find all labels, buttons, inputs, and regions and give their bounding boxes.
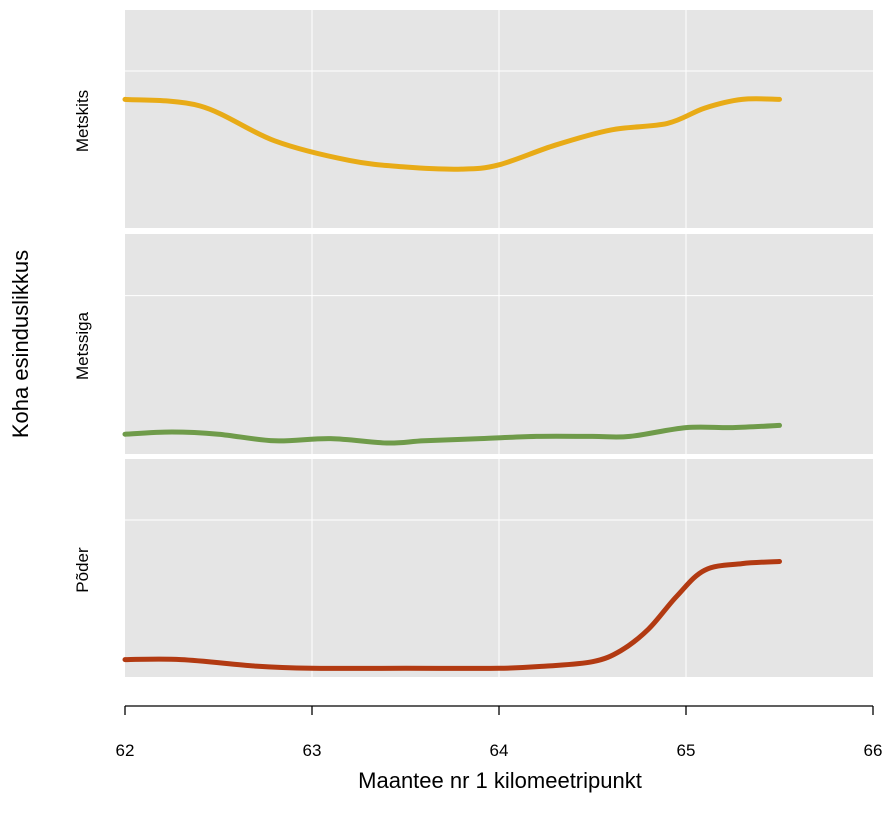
series-line [122, 559, 782, 671]
panel-3: Põder [73, 459, 873, 677]
series-line [122, 422, 782, 446]
panel-1: Metskits [73, 10, 873, 228]
x-tick-label: 63 [303, 741, 322, 760]
panels: Metskits Metssiga Põder [73, 10, 873, 677]
panel-label: Põder [73, 547, 92, 593]
x-tick-label: 66 [864, 741, 883, 760]
panel-label: Metssiga [73, 311, 92, 380]
x-tick-label: 64 [490, 741, 509, 760]
x-tick-label: 62 [116, 741, 135, 760]
panel-2: Metssiga [73, 234, 873, 454]
x-axis-title: Maantee nr 1 kilomeetripunkt [358, 768, 642, 793]
x-axis: 62 63 64 65 66 [116, 705, 883, 760]
y-axis-title: Koha esinduslikkus [8, 250, 33, 438]
panel-label: Metskits [73, 90, 92, 152]
series-line [122, 96, 782, 172]
x-tick-label: 65 [677, 741, 696, 760]
